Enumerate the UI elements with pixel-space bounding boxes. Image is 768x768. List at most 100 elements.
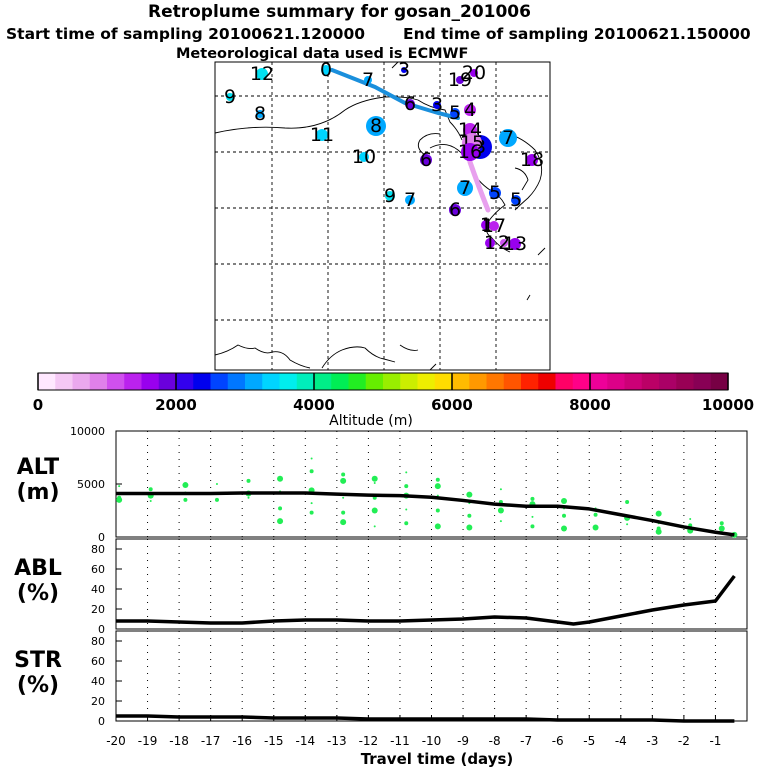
colorbar-swatch xyxy=(624,373,643,390)
alt-scatter-point xyxy=(404,521,409,526)
alt-scatter-point xyxy=(247,496,250,499)
alt-scatter-point xyxy=(435,477,440,482)
x-axis-label: Travel time (days) xyxy=(361,750,514,768)
alt-scatter-point xyxy=(182,482,189,489)
map-marker-dot xyxy=(489,221,499,231)
alt-scatter-point xyxy=(655,510,662,517)
alt-scatter-point xyxy=(466,524,473,531)
alt-scatter-point xyxy=(278,506,283,511)
chart-title: Retroplume summary for gosan_201006 xyxy=(148,2,531,22)
colorbar-swatch xyxy=(279,373,298,390)
colorbar-swatch xyxy=(641,373,660,390)
map-marker-dot xyxy=(316,129,328,141)
alt-scatter-point xyxy=(689,517,692,520)
map-marker-dot xyxy=(499,129,517,147)
map-marker-dot xyxy=(511,195,521,205)
alt-scatter-point xyxy=(340,519,347,526)
colorbar-swatch xyxy=(331,373,350,390)
panel-label-unit: (m) xyxy=(16,480,59,505)
alt-scatter-point xyxy=(531,515,534,518)
colorbar-swatch xyxy=(107,373,125,390)
map-frame xyxy=(214,61,551,371)
alt-median-line xyxy=(116,491,735,537)
y-tick-label: 20 xyxy=(91,695,105,708)
map-marker-dot xyxy=(500,239,508,247)
colorbar-swatch xyxy=(365,373,384,390)
colorbar-tick-label: 2000 xyxy=(155,396,197,414)
alt-scatter-point xyxy=(593,512,598,517)
panel-frame xyxy=(115,538,748,630)
colorbar-swatch xyxy=(590,373,608,390)
map-panel: 0112333455566677778899101112131415161718… xyxy=(214,59,551,371)
colorbar-swatch xyxy=(210,373,229,390)
map-marker-dot xyxy=(321,65,331,75)
colorbar-swatch xyxy=(262,373,281,390)
colorbar-tick-label: 10000 xyxy=(702,396,754,414)
map-marker-dot xyxy=(449,204,461,216)
map-marker-dot xyxy=(461,143,479,161)
x-tick-label: -17 xyxy=(201,734,221,748)
y-tick-label: 20 xyxy=(91,603,105,616)
alt-scatter-point xyxy=(499,520,502,523)
map-marker-label: 16 xyxy=(458,141,482,163)
map-marker-label: 7 xyxy=(459,177,471,199)
x-tick-label: -5 xyxy=(583,734,595,748)
abl-panel: 0 20 40 60 80 ABL(%) xyxy=(14,538,748,636)
alt-scatter-point xyxy=(435,508,440,513)
map-marker-dot xyxy=(364,76,372,84)
alt-scatter-point xyxy=(215,483,218,485)
x-tick-label: -19 xyxy=(138,734,158,748)
str-line xyxy=(116,714,735,723)
colorbar-swatch xyxy=(486,373,505,390)
x-tick-label: -11 xyxy=(390,734,410,748)
map-marker-label: 6 xyxy=(420,149,432,171)
map-marker-label: 9 xyxy=(384,185,396,207)
colorbar-swatch xyxy=(141,373,160,390)
colorbar-swatch xyxy=(503,373,522,390)
x-axis: -20 -19 -18 -17 -16 -15 -14 -13 -12 -11 -10 -9 -8 -7 -… xyxy=(106,715,721,748)
x-tick-label: -9 xyxy=(457,734,469,748)
x-tick-label: -15 xyxy=(264,734,284,748)
x-tick-label: -10 xyxy=(422,734,442,748)
map-gridlines xyxy=(215,62,550,370)
alt-scatter-point xyxy=(467,513,472,518)
map-marker-dot xyxy=(366,116,386,136)
alt-scatter-point xyxy=(277,518,284,525)
x-tick-label: -2 xyxy=(678,734,690,748)
map-marker-label: 5 xyxy=(489,182,501,204)
map-marker-dot xyxy=(405,195,415,205)
map-marker-label: 6 xyxy=(404,93,416,115)
colorbar-swatch xyxy=(676,373,695,390)
x-tick-label: -16 xyxy=(232,734,252,748)
map-marker-dot xyxy=(420,154,432,166)
map-marker-label: 7 xyxy=(502,127,514,149)
y-tick-label: 0 xyxy=(98,531,105,544)
map-marker-dot xyxy=(526,154,538,166)
map-marker-label: 11 xyxy=(310,124,334,146)
colorbar-swatch xyxy=(245,373,263,390)
alt-scatter-point xyxy=(655,528,662,535)
map-marker-label: 5 xyxy=(510,189,522,211)
map-marker-label: 5 xyxy=(449,102,461,124)
colorbar-swatch xyxy=(521,373,539,390)
alt-scatter-point xyxy=(625,500,630,505)
colorbar-swatch xyxy=(348,373,367,390)
alt-scatter-point xyxy=(116,496,123,503)
colorbar-swatch xyxy=(659,373,677,390)
alt-scatter-point xyxy=(404,484,409,489)
alt-scatter-point xyxy=(626,523,629,526)
alt-scatter-point xyxy=(497,507,504,514)
alt-scatter-point xyxy=(341,510,346,515)
map-marker-dot xyxy=(385,191,395,201)
colorbar-swatch xyxy=(314,373,332,390)
x-tick-label: -12 xyxy=(359,734,379,748)
map-marker-dot xyxy=(481,220,491,230)
map-marker-dot xyxy=(450,108,460,118)
panel-label-unit: (%) xyxy=(17,673,59,698)
map-marker-dot xyxy=(226,93,234,101)
map-marker-label: 1 xyxy=(480,214,492,236)
colorbar-label: Altitude (m) xyxy=(329,413,413,429)
colorbar-tick-label: 0 xyxy=(33,396,43,414)
colorbar-swatch xyxy=(572,373,591,390)
colorbar-tick-label: 8000 xyxy=(569,396,611,414)
